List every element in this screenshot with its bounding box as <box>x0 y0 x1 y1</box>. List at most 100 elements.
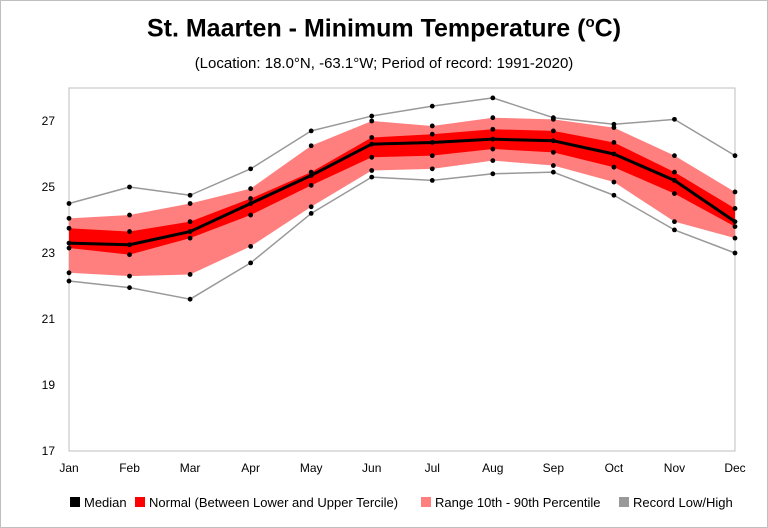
record-low-point <box>248 260 254 266</box>
percentile-10-point <box>369 168 375 173</box>
legend-median-label: Median <box>84 495 127 510</box>
percentile-90-point <box>611 125 617 130</box>
upper-tercile-point <box>127 229 132 234</box>
x-tick-label: Sep <box>543 461 565 475</box>
x-tick-label: Apr <box>241 461 260 475</box>
percentile-90-point <box>66 215 72 221</box>
percentile-10-point <box>611 179 617 185</box>
legend-normal-swatch <box>135 497 145 507</box>
median-point <box>550 138 556 144</box>
x-tick-label: May <box>300 461 323 475</box>
record-high-point <box>429 103 435 109</box>
percentile-90-point <box>369 118 375 124</box>
lower-tercile-point <box>429 153 435 159</box>
lower-tercile-point <box>369 154 375 160</box>
x-tick-label: Oct <box>605 461 624 475</box>
record-high-point <box>308 128 314 134</box>
record-high-point <box>732 153 738 159</box>
chart-title: St. Maarten - Minimum Temperature (oC) <box>146 14 622 43</box>
upper-tercile-point <box>187 219 193 225</box>
y-tick-label: 21 <box>42 312 56 326</box>
percentile-90-point <box>308 143 314 149</box>
upper-tercile-point <box>672 169 677 175</box>
median-point <box>127 242 132 248</box>
median-point <box>611 151 617 157</box>
upper-tercile-point <box>66 225 72 231</box>
x-tick-label: Jan <box>59 461 78 475</box>
upper-tercile-point <box>611 140 617 145</box>
lower-tercile-point <box>66 245 72 251</box>
chart-subtitle: (Location: 18.0°N, -63.1°W; Period of re… <box>194 55 574 72</box>
percentile-90-point <box>732 189 738 195</box>
legend-record-swatch <box>619 497 629 507</box>
legend-range-label: Range 10th - 90th Percentile <box>435 495 601 510</box>
upper-tercile-point <box>550 128 556 134</box>
median-point <box>66 240 72 246</box>
upper-tercile-point <box>429 131 435 137</box>
record-high-point <box>248 166 254 172</box>
percentile-90-point <box>127 212 132 218</box>
record-high-point <box>369 113 375 119</box>
record-high-point <box>66 201 72 206</box>
lower-tercile-point <box>127 252 132 258</box>
record-high-point <box>127 184 132 190</box>
median-point <box>732 219 738 225</box>
lower-tercile-point <box>187 235 193 241</box>
upper-tercile-point <box>369 135 375 140</box>
y-tick-label: 19 <box>42 378 56 392</box>
record-low-point <box>611 192 617 198</box>
x-tick-label: Nov <box>664 461 685 475</box>
record-high-point <box>672 116 677 122</box>
y-tick-label: 27 <box>42 114 56 128</box>
percentile-10-point <box>66 270 72 276</box>
percentile-90-point <box>429 123 435 129</box>
median-point <box>429 140 435 145</box>
median-point <box>248 201 254 206</box>
x-tick-label: Aug <box>482 461 503 475</box>
record-low-point <box>490 171 496 177</box>
record-low-point <box>732 250 738 256</box>
upper-tercile-point <box>248 196 254 201</box>
percentile-10-point <box>490 158 496 164</box>
record-low-line <box>68 171 736 300</box>
record-low-point <box>66 278 72 284</box>
upper-tercile-point <box>732 206 738 211</box>
percentile-10-point <box>672 219 677 225</box>
percentile-10-point <box>308 204 314 210</box>
legend-record-label: Record Low/High <box>633 495 733 510</box>
x-tick-label: Jul <box>425 461 440 475</box>
lower-tercile-point <box>672 191 677 197</box>
upper-tercile-point <box>308 169 314 175</box>
upper-tercile-point <box>490 126 496 132</box>
record-low-point <box>672 227 677 233</box>
lower-tercile-point <box>732 224 738 230</box>
record-low-point <box>369 174 375 180</box>
x-tick-label: Jun <box>362 461 381 475</box>
record-low-point <box>429 178 435 183</box>
x-tick-label: Mar <box>180 461 201 475</box>
lower-tercile-point <box>490 146 496 152</box>
median-line <box>68 137 736 247</box>
record-high-point <box>187 192 193 198</box>
percentile-10-point <box>248 244 254 249</box>
lower-tercile-point <box>550 149 556 155</box>
record-low-point <box>550 169 556 175</box>
median-point <box>308 173 314 178</box>
median-point <box>672 178 677 183</box>
range-band <box>69 117 735 277</box>
percentile-10-point <box>187 272 193 277</box>
percentile-90-point <box>550 116 556 122</box>
lower-tercile-point <box>308 182 314 188</box>
record-low-point <box>308 211 314 216</box>
legend-range-swatch <box>421 497 431 507</box>
percentile-10-point <box>127 273 132 279</box>
x-tick-label: Dec <box>724 461 745 475</box>
legend-median-swatch <box>70 497 80 507</box>
percentile-90-point <box>490 115 496 121</box>
y-tick-label: 23 <box>42 246 56 260</box>
y-tick-label: 25 <box>42 180 56 194</box>
y-tick-label: 17 <box>42 444 56 458</box>
record-low-point <box>187 296 193 302</box>
record-high-line <box>68 97 736 205</box>
